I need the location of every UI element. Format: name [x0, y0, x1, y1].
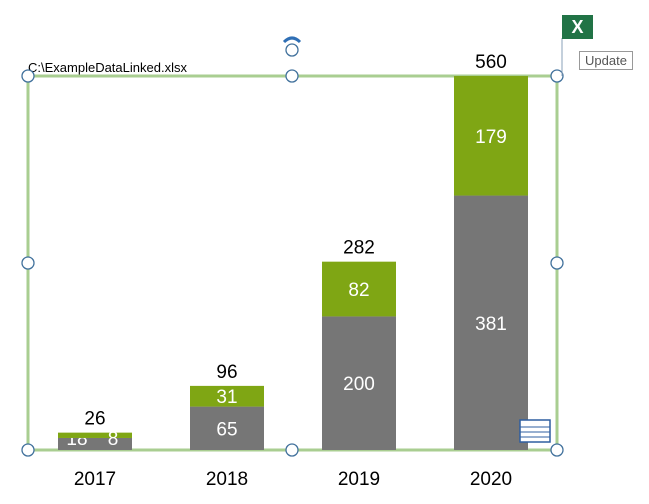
resize-handle[interactable]: [285, 43, 299, 57]
data-label: 31: [216, 387, 237, 408]
total-label: 26: [84, 409, 105, 430]
resize-handle[interactable]: [285, 69, 299, 83]
data-label: 8: [108, 429, 119, 450]
resize-handle[interactable]: [21, 69, 35, 83]
bar-segment[interactable]: [454, 76, 528, 196]
total-label: 96: [216, 362, 237, 383]
total-label: 282: [343, 238, 375, 259]
bar-segment[interactable]: [58, 437, 132, 450]
bar-segment[interactable]: [454, 195, 528, 450]
data-label: 200: [343, 374, 375, 395]
resize-handle[interactable]: [21, 256, 35, 270]
resize-handle[interactable]: [21, 443, 35, 457]
x-tick-label: 2017: [74, 469, 116, 490]
x-tick-label: 2018: [206, 469, 248, 490]
update-tooltip: Update: [579, 51, 633, 70]
rotate-handle-icon[interactable]: [282, 36, 302, 44]
total-label: 560: [475, 52, 507, 73]
resize-handle[interactable]: [285, 443, 299, 457]
data-label: 381: [475, 314, 507, 335]
bar-segment[interactable]: [190, 385, 264, 407]
resize-handle[interactable]: [550, 69, 564, 83]
data-label: 18: [66, 429, 87, 450]
resize-handle[interactable]: [550, 443, 564, 457]
x-tick-label: 2020: [470, 469, 512, 490]
bar-segment[interactable]: [322, 261, 396, 317]
bar-segment[interactable]: [322, 316, 396, 450]
data-label: 65: [216, 419, 237, 440]
resize-handle[interactable]: [550, 256, 564, 270]
excel-update-button[interactable]: X: [562, 15, 593, 39]
data-label: 179: [475, 127, 507, 148]
bar-segment[interactable]: [190, 406, 264, 450]
data-table-icon[interactable]: [519, 419, 551, 443]
data-label: 82: [348, 280, 369, 301]
x-tick-label: 2019: [338, 469, 380, 490]
bar-segment[interactable]: [58, 432, 132, 438]
linked-file-label: C:\ExampleDataLinked.xlsx: [28, 60, 187, 75]
